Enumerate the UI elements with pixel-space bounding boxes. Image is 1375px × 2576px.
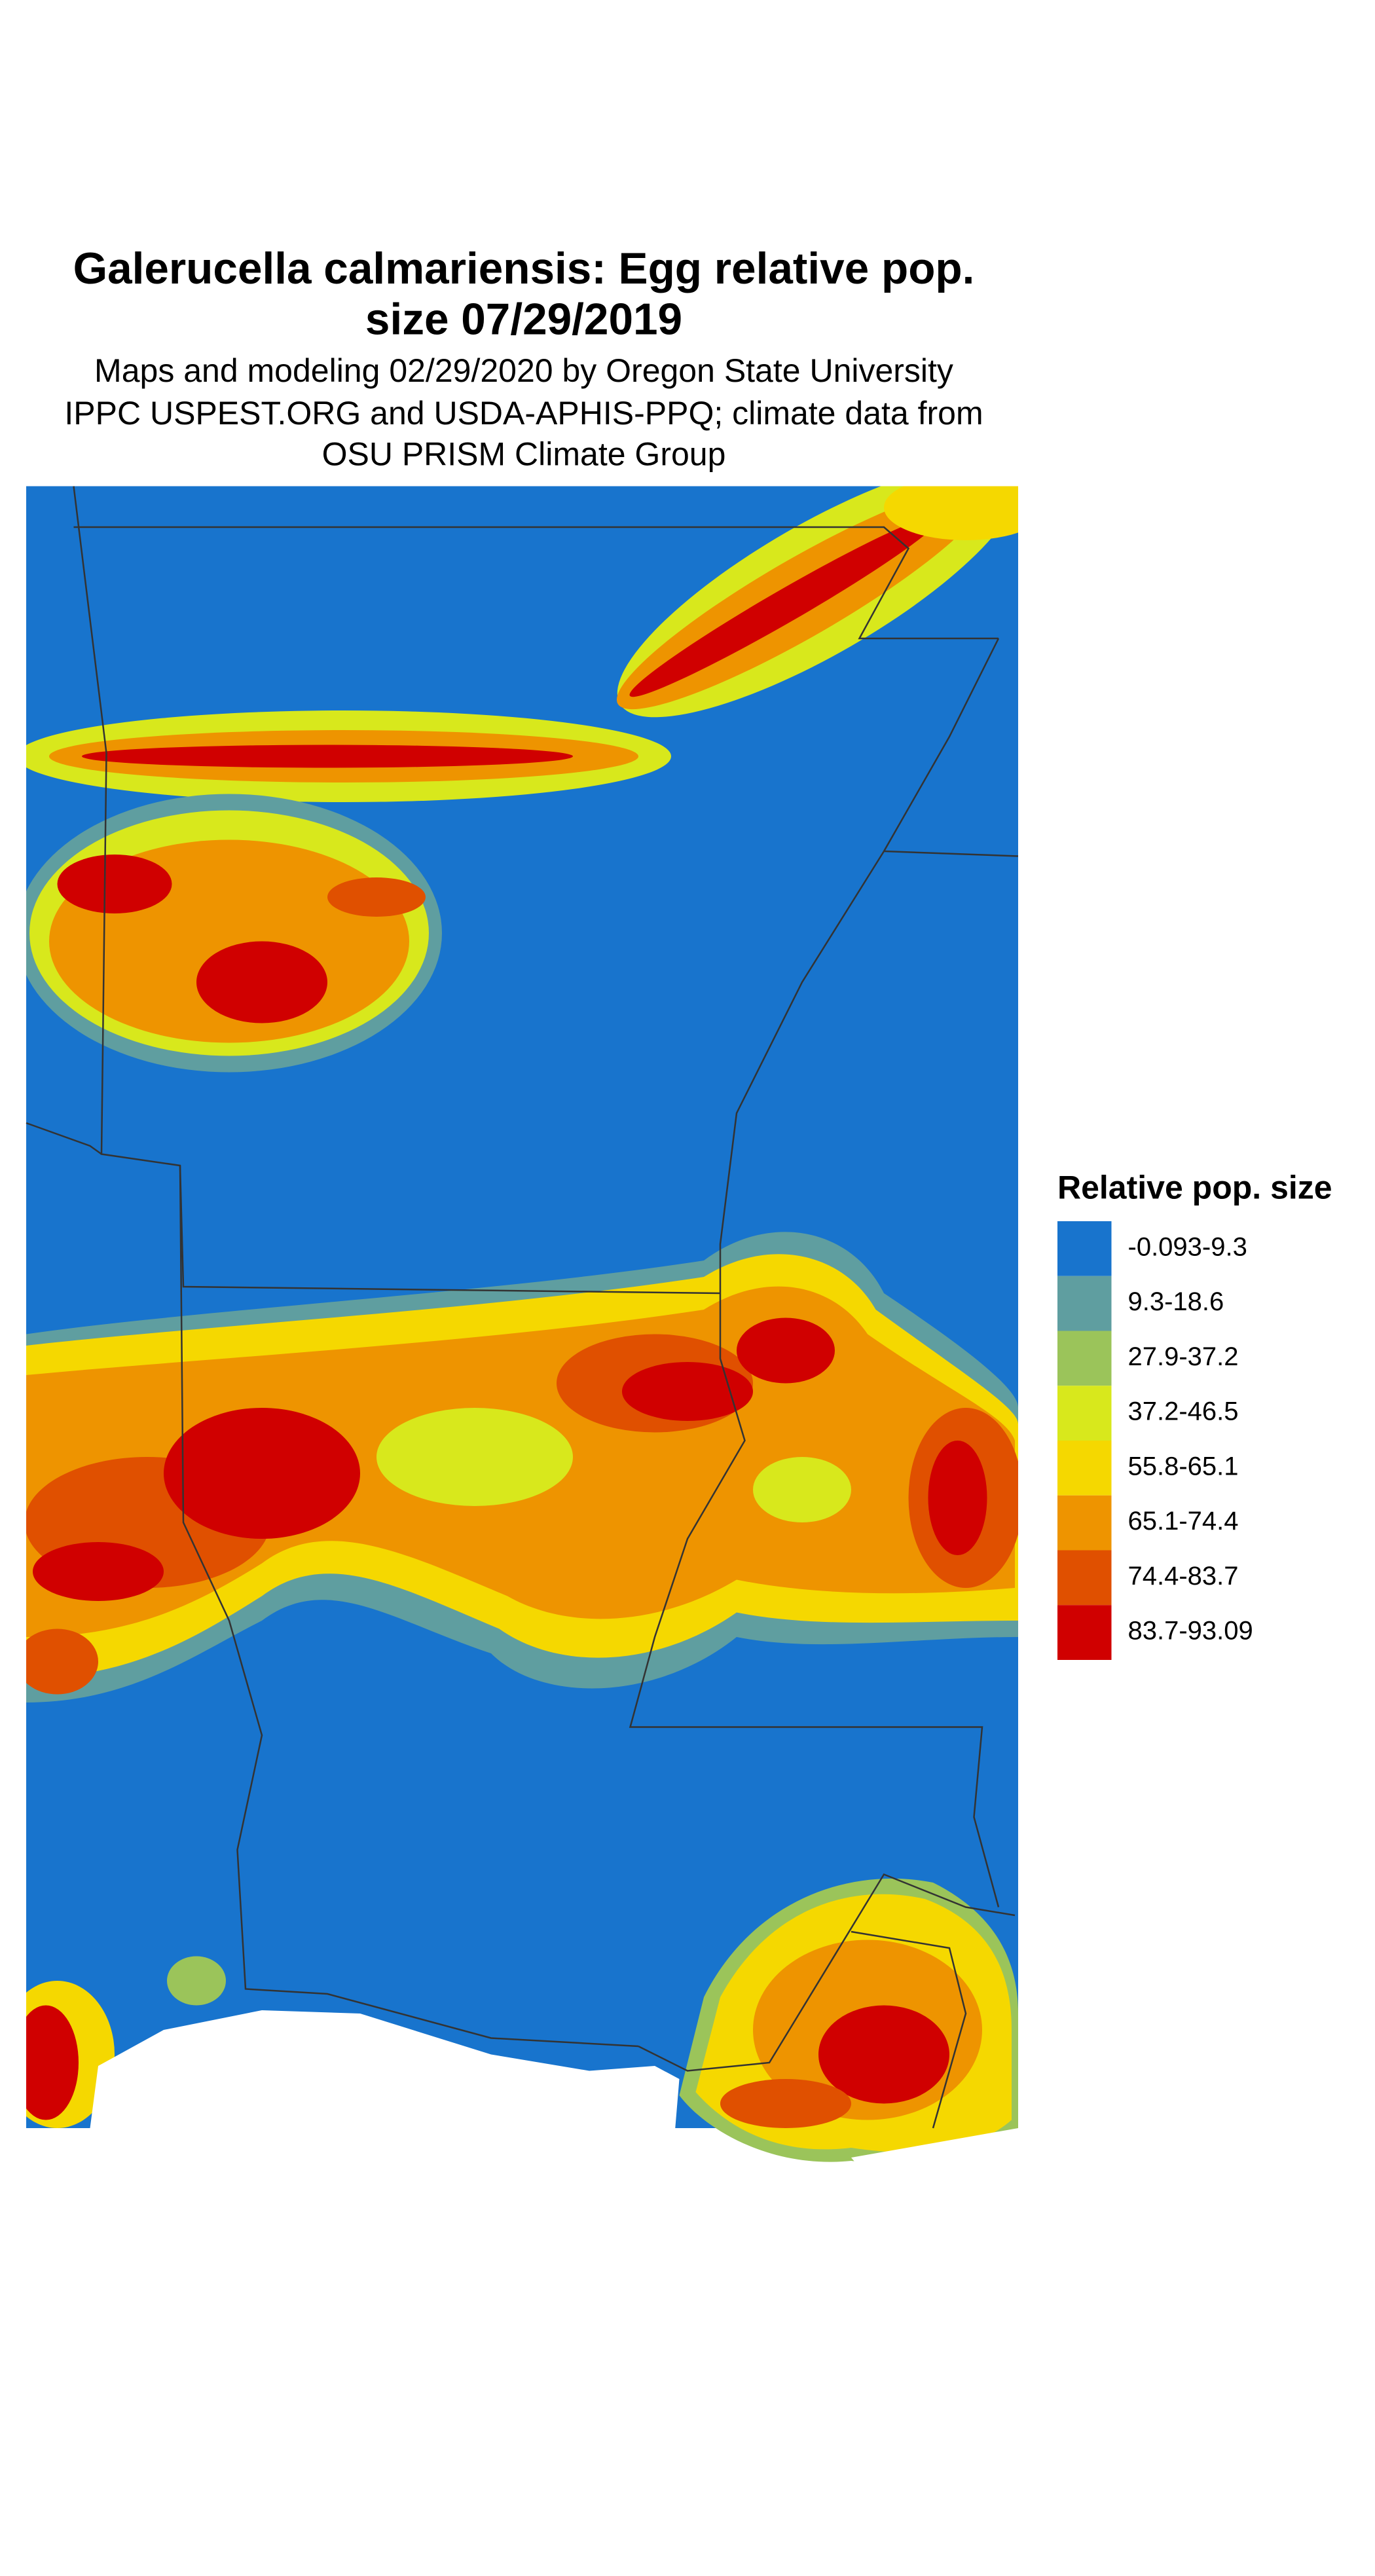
subtitle: OSU PRISM Climate Group bbox=[322, 436, 726, 473]
legend-swatch bbox=[1057, 1386, 1112, 1441]
map bbox=[26, 486, 1019, 2173]
legend-label: -0.093-9.3 bbox=[1128, 1232, 1247, 1261]
legend-label: 83.7-93.09 bbox=[1128, 1617, 1253, 1646]
legend-label: 74.4-83.7 bbox=[1128, 1562, 1239, 1591]
legend: Relative pop. size -0.093-9.3 9.3-18.6 27.… bbox=[1057, 1169, 1332, 1660]
legend-label: 27.9-37.2 bbox=[1128, 1342, 1239, 1371]
legend-swatch bbox=[1057, 1441, 1112, 1496]
legend-swatch bbox=[1057, 1550, 1112, 1606]
legend-title: Relative pop. size bbox=[1057, 1169, 1332, 1206]
subtitle: IPPC USPEST.ORG and USDA-APHIS-PPQ; clim… bbox=[64, 395, 983, 432]
subtitle: Maps and modeling 02/29/2020 by Oregon S… bbox=[94, 352, 953, 389]
title: size 07/29/2019 bbox=[365, 295, 682, 344]
legend-swatch bbox=[1057, 1221, 1112, 1276]
legend-label: 37.2-46.5 bbox=[1128, 1397, 1239, 1426]
title: Galerucella calmariensis: Egg relative p… bbox=[73, 244, 975, 293]
legend-swatch bbox=[1057, 1495, 1112, 1551]
legend-label: 55.8-65.1 bbox=[1128, 1452, 1239, 1481]
legend-swatch bbox=[1057, 1605, 1112, 1660]
legend-swatch bbox=[1057, 1276, 1112, 1331]
legend-swatch bbox=[1057, 1331, 1112, 1386]
state-borders bbox=[26, 486, 1019, 2129]
legend-label: 65.1-74.4 bbox=[1128, 1507, 1239, 1536]
legend-label: 9.3-18.6 bbox=[1128, 1287, 1224, 1316]
